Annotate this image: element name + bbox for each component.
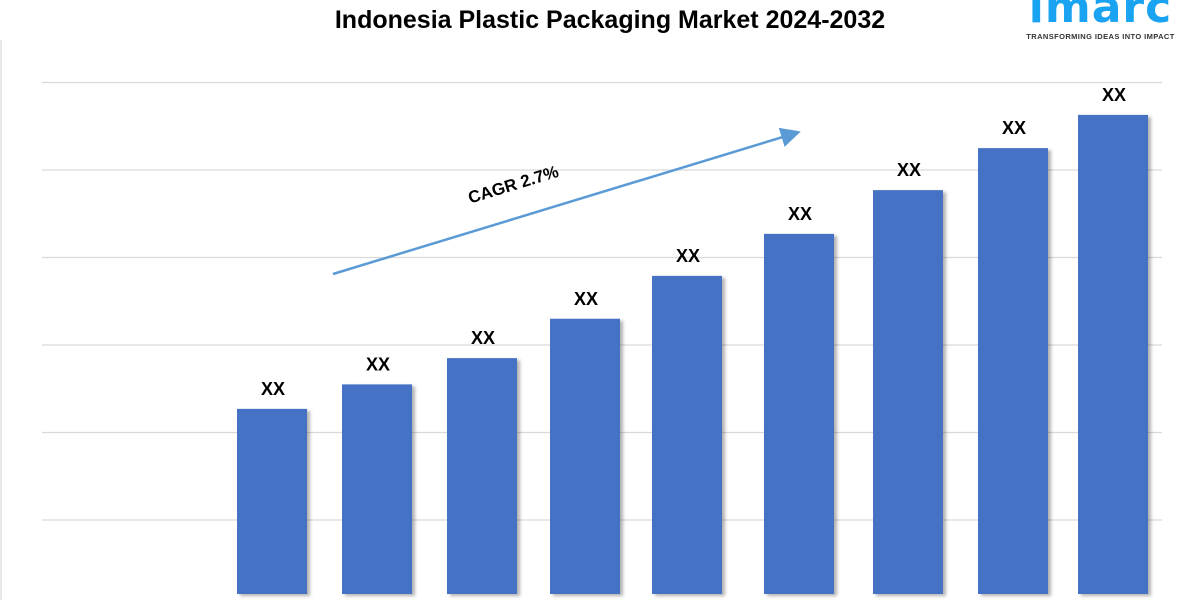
bar — [764, 233, 834, 594]
chart-title: Indonesia Plastic Packaging Market 2024-… — [334, 6, 886, 34]
logo-tagline: TRANSFORMING IDEAS INTO IMPACT — [1026, 32, 1175, 41]
cagr-arrow — [332, 127, 801, 276]
data-label: XX — [471, 328, 495, 348]
bar — [1078, 114, 1148, 594]
data-label: XX — [1102, 85, 1126, 105]
data-label: XX — [1002, 118, 1026, 138]
bar — [873, 190, 943, 594]
bar — [447, 358, 517, 594]
data-label: XX — [897, 160, 921, 180]
data-label: XX — [676, 246, 700, 266]
data-label: XX — [574, 289, 598, 309]
imarc-logo: imarc TRANSFORMING IDEAS INTO IMPACT — [1018, 0, 1183, 41]
data-label: XX — [788, 204, 812, 224]
bar — [237, 408, 307, 594]
bar — [978, 148, 1048, 594]
bar — [652, 275, 722, 594]
data-label: XX — [366, 354, 390, 374]
cagr-label: CAGR 2.7% — [466, 162, 561, 208]
bar — [550, 318, 620, 594]
bar — [342, 384, 412, 594]
logo-word: imarc — [1028, 0, 1173, 33]
data-label: XX — [261, 379, 285, 399]
